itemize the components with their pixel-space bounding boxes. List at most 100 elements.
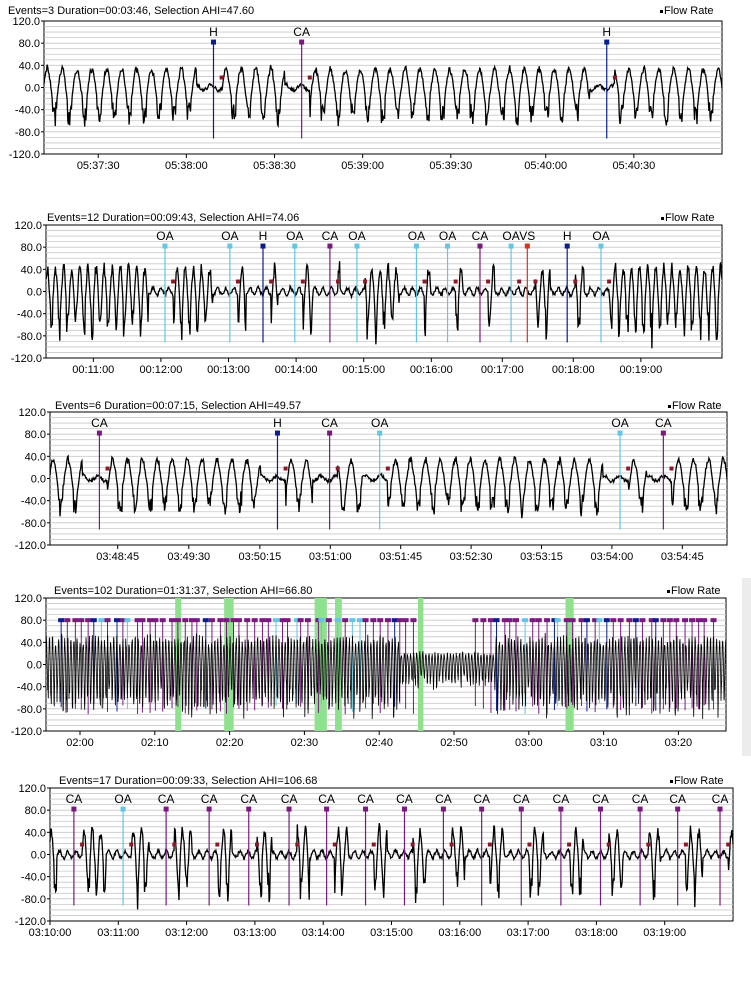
event-label: CA [513, 792, 530, 806]
event-marker [217, 618, 224, 623]
event-marker [356, 618, 363, 623]
annotation-dot [336, 279, 341, 284]
event-marker [660, 618, 667, 623]
event-marker [349, 618, 356, 623]
event-marker [327, 243, 333, 249]
y-tick-label: 80.0 [25, 429, 46, 441]
event-marker [193, 618, 200, 623]
annotation-dot [335, 466, 340, 471]
event-label: CA [158, 792, 175, 806]
event-marker [604, 39, 610, 45]
event-marker [675, 806, 681, 812]
panel-header: Events=102 Duration=01:31:37, Selection … [54, 585, 313, 597]
event-marker [235, 618, 242, 623]
event-marker [413, 243, 419, 249]
event-marker [71, 806, 77, 812]
event-marker [206, 806, 212, 812]
highlight-band [335, 598, 342, 731]
event-marker [182, 618, 189, 623]
y-tick-label: 40.0 [19, 60, 40, 72]
event-marker [445, 243, 451, 249]
annotation-dot [683, 842, 688, 847]
event-marker [119, 618, 126, 623]
event-marker [58, 618, 65, 623]
event-marker [299, 39, 305, 45]
flow-panel-5: Events=17 Duration=00:09:33, Selection A… [0, 770, 751, 948]
event-label: H [209, 25, 218, 39]
event-marker [544, 618, 551, 623]
event-label: OA [611, 416, 628, 430]
x-tick-label: 05:38:00 [165, 160, 208, 172]
event-marker [480, 618, 487, 623]
x-tick-label: 03:17:00 [507, 927, 550, 939]
x-tick-label: 03:51:45 [379, 551, 422, 563]
event-marker [139, 618, 146, 623]
legend-flow-rate: Flow Rate [661, 212, 715, 224]
x-tick-label: 03:12:00 [165, 927, 208, 939]
event-marker [569, 618, 576, 623]
flow-series-line [49, 454, 728, 519]
flow-chart-svg: 120.0 80.0 40.0 0.0 -40.0 -80.0 -120.0 05:37:30… [9, 16, 723, 172]
event-label: CA [712, 792, 729, 806]
event-marker [377, 618, 384, 623]
event-marker [592, 618, 599, 623]
event-marker [717, 806, 723, 812]
annotation-dot [646, 842, 651, 847]
x-tick-label: 03:19:00 [643, 927, 686, 939]
y-tick-label: 0.0 [25, 83, 40, 95]
annotation-dot [533, 279, 538, 284]
event-label: OA [408, 229, 425, 243]
event-label: CA [472, 229, 489, 243]
y-tick-label: -120.0 [11, 726, 42, 738]
annotation-dot [307, 75, 312, 80]
event-label: OA [114, 792, 131, 806]
y-tick-label: -80.0 [17, 704, 42, 716]
legend-swatch [670, 779, 673, 783]
panel-header: Events=6 Duration=00:07:15, Selection AH… [55, 400, 302, 412]
legend-flow-rate: Flow Rate [670, 775, 724, 787]
flow-series-line [45, 632, 727, 720]
y-tick-label: 40.0 [21, 264, 42, 276]
annotation-dot [171, 279, 176, 284]
event-marker [251, 618, 258, 623]
panel-header: Events=3 Duration=00:03:46, Selection AH… [8, 5, 255, 17]
y-tick-label: -120.0 [9, 149, 40, 161]
legend-flow-rate: Flow Rate [668, 400, 722, 412]
event-marker [479, 806, 485, 812]
event-marker [682, 618, 689, 623]
annotation-dot [573, 279, 578, 284]
event-label: OA [502, 229, 519, 243]
event-marker [90, 618, 97, 623]
event-marker [342, 618, 349, 623]
y-tick-label: -80.0 [17, 331, 42, 343]
y-tick-label: 120.0 [14, 593, 42, 605]
annotation-dot [612, 75, 617, 80]
event-marker [244, 618, 251, 623]
event-marker [163, 806, 169, 812]
event-marker [603, 618, 610, 623]
x-tick-label: 02:50 [440, 737, 468, 749]
annotation-dot [283, 466, 288, 471]
annotation-dot [215, 842, 220, 847]
flow-chart-svg: 120.0 80.0 40.0 0.0 -40.0 -80.0 -120.0 02:00 02:… [11, 593, 727, 749]
event-marker [610, 618, 617, 623]
event-label: CA [240, 792, 257, 806]
event-label: CA [669, 792, 686, 806]
annotation-dot [410, 842, 415, 847]
legend-label: Flow Rate [672, 400, 722, 412]
event-marker [354, 243, 360, 249]
x-tick-label: 00:17:00 [481, 364, 524, 376]
event-marker [279, 618, 286, 623]
event-label: H [563, 229, 572, 243]
flow-series-line [45, 261, 723, 349]
y-tick-label: 0.0 [27, 660, 42, 672]
event-marker [578, 618, 585, 623]
x-tick-label: 02:00 [66, 737, 94, 749]
event-marker [522, 618, 529, 623]
event-marker [174, 618, 181, 623]
y-tick-label: 80.0 [25, 805, 46, 817]
event-label: CA [632, 792, 649, 806]
annotation-dot [385, 466, 390, 471]
event-label: CA [553, 792, 570, 806]
annotation-dot [669, 466, 674, 471]
